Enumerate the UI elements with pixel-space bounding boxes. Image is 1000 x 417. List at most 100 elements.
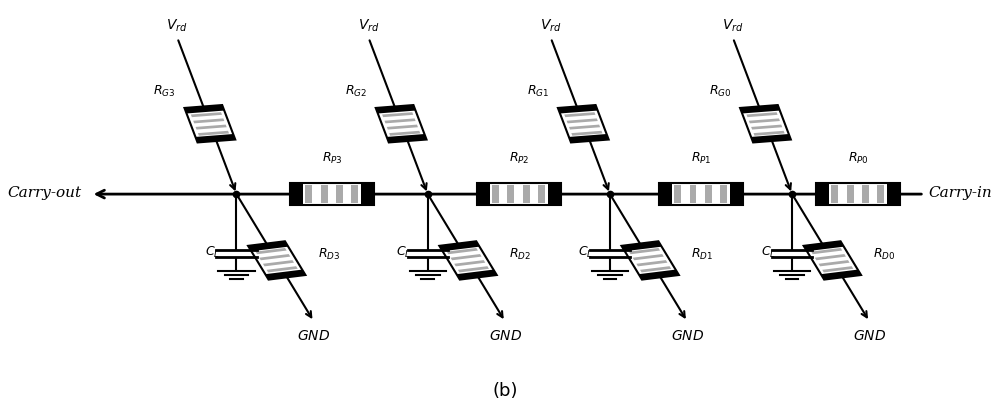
Bar bbox=[831, 185, 838, 203]
Bar bbox=[636, 260, 667, 266]
Text: $R_{G2}$: $R_{G2}$ bbox=[345, 84, 367, 99]
Bar bbox=[548, 183, 561, 205]
Bar bbox=[622, 241, 662, 251]
Bar bbox=[492, 185, 499, 203]
Bar bbox=[477, 183, 561, 205]
Bar bbox=[746, 112, 778, 117]
Text: $GND$: $GND$ bbox=[671, 329, 704, 343]
Bar bbox=[384, 118, 416, 123]
Text: $GND$: $GND$ bbox=[489, 329, 522, 343]
Bar bbox=[564, 112, 595, 117]
Bar bbox=[193, 118, 224, 123]
Bar bbox=[730, 183, 743, 205]
Text: (b): (b) bbox=[492, 382, 518, 400]
Bar bbox=[804, 241, 861, 279]
Bar bbox=[195, 134, 235, 143]
Bar bbox=[196, 125, 227, 130]
Bar bbox=[816, 183, 900, 205]
Bar bbox=[622, 241, 679, 279]
Bar bbox=[507, 185, 514, 203]
Bar bbox=[351, 185, 358, 203]
Bar bbox=[387, 125, 418, 130]
Bar bbox=[569, 125, 600, 130]
Bar bbox=[705, 185, 712, 203]
Bar bbox=[569, 134, 609, 143]
Bar bbox=[321, 185, 328, 203]
Bar bbox=[389, 131, 420, 136]
Text: Carry-out: Carry-out bbox=[8, 186, 82, 200]
Bar bbox=[887, 183, 900, 205]
Text: $V_{rd}$: $V_{rd}$ bbox=[540, 17, 562, 34]
Bar bbox=[523, 185, 530, 203]
Bar bbox=[259, 254, 290, 260]
Text: $GND$: $GND$ bbox=[297, 329, 330, 343]
Bar bbox=[690, 185, 696, 203]
Text: $R_{P1}$: $R_{P1}$ bbox=[691, 151, 711, 166]
Text: $R_{G0}$: $R_{G0}$ bbox=[709, 84, 731, 99]
Text: $R_{G1}$: $R_{G1}$ bbox=[527, 84, 549, 99]
Bar bbox=[720, 185, 727, 203]
Bar bbox=[751, 125, 782, 130]
Bar bbox=[290, 183, 374, 205]
Bar bbox=[387, 134, 427, 143]
Bar bbox=[633, 254, 664, 260]
Bar bbox=[184, 105, 235, 143]
Bar bbox=[538, 185, 545, 203]
Text: $V_{rd}$: $V_{rd}$ bbox=[722, 17, 744, 34]
Bar bbox=[263, 260, 294, 266]
Bar bbox=[454, 260, 485, 266]
Text: $C_L$: $C_L$ bbox=[578, 245, 594, 261]
Bar bbox=[877, 185, 884, 203]
Bar bbox=[457, 270, 497, 279]
Bar bbox=[753, 131, 785, 136]
Bar bbox=[447, 248, 478, 254]
Bar bbox=[567, 118, 598, 123]
Bar bbox=[816, 183, 829, 205]
Bar bbox=[847, 185, 854, 203]
Text: $R_{P3}$: $R_{P3}$ bbox=[322, 151, 343, 166]
Bar bbox=[376, 105, 427, 143]
Text: $V_{rd}$: $V_{rd}$ bbox=[166, 17, 188, 34]
Bar bbox=[376, 105, 416, 113]
Bar bbox=[439, 241, 480, 251]
Bar bbox=[248, 241, 305, 279]
Text: $R_{D2}$: $R_{D2}$ bbox=[509, 247, 531, 262]
Text: $R_{D0}$: $R_{D0}$ bbox=[873, 247, 896, 262]
Bar bbox=[822, 266, 853, 272]
Bar bbox=[740, 105, 780, 113]
Bar bbox=[191, 112, 222, 117]
Bar bbox=[740, 105, 791, 143]
Bar bbox=[749, 118, 780, 123]
Text: $C_L$: $C_L$ bbox=[761, 245, 776, 261]
Bar bbox=[458, 266, 489, 272]
Bar bbox=[558, 105, 609, 143]
Bar bbox=[659, 183, 672, 205]
Text: $R_{G3}$: $R_{G3}$ bbox=[153, 84, 175, 99]
Text: $R_{P0}$: $R_{P0}$ bbox=[848, 151, 869, 166]
Text: $R_{P2}$: $R_{P2}$ bbox=[509, 151, 529, 166]
Bar bbox=[640, 266, 671, 272]
Bar bbox=[439, 241, 497, 279]
Text: $R_{D3}$: $R_{D3}$ bbox=[318, 247, 340, 262]
Text: $C_L$: $C_L$ bbox=[396, 245, 411, 261]
Text: $V_{rd}$: $V_{rd}$ bbox=[358, 17, 379, 34]
Bar bbox=[477, 183, 490, 205]
Text: Carry-in: Carry-in bbox=[929, 186, 992, 200]
Bar bbox=[659, 183, 743, 205]
Bar bbox=[811, 248, 842, 254]
Bar bbox=[862, 185, 869, 203]
Bar bbox=[821, 270, 861, 279]
Bar bbox=[629, 248, 660, 254]
Bar bbox=[336, 185, 343, 203]
Bar bbox=[198, 131, 229, 136]
Bar bbox=[382, 112, 413, 117]
Bar bbox=[256, 248, 287, 254]
Bar bbox=[571, 131, 602, 136]
Bar bbox=[290, 183, 303, 205]
Bar bbox=[361, 183, 374, 205]
Text: $R_{D1}$: $R_{D1}$ bbox=[691, 247, 713, 262]
Bar bbox=[248, 241, 288, 251]
Bar bbox=[451, 254, 482, 260]
Bar bbox=[751, 134, 791, 143]
Bar bbox=[558, 105, 598, 113]
